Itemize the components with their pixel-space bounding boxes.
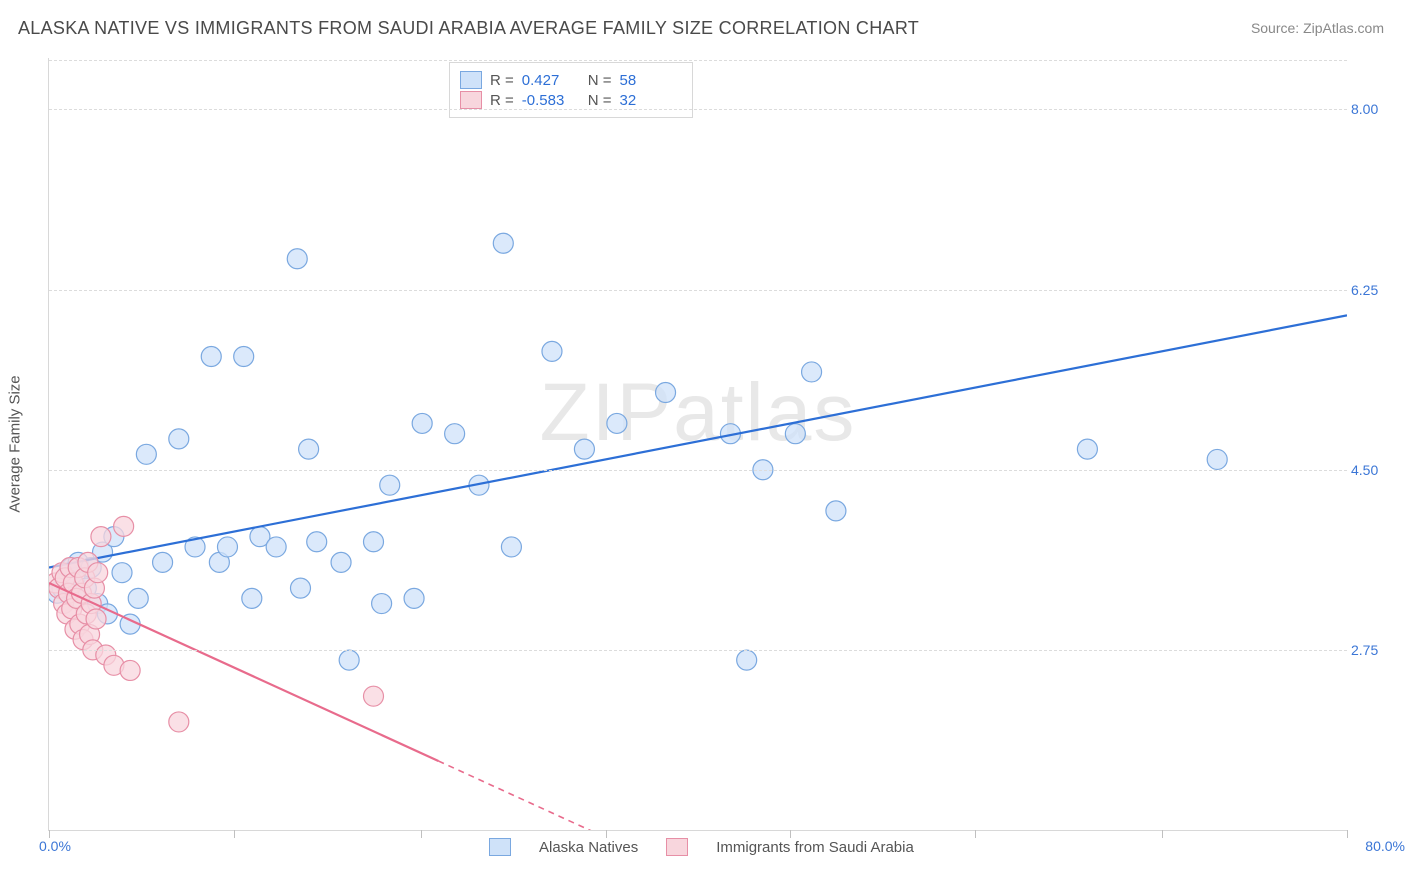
n-label: N = (588, 72, 612, 89)
legend-label-b: Immigrants from Saudi Arabia (716, 839, 914, 856)
y-tick-label: 4.50 (1351, 462, 1401, 478)
y-tick-label: 6.25 (1351, 282, 1401, 298)
r-label: R = (490, 92, 514, 109)
grid-line (49, 290, 1347, 291)
n-value-a: 58 (620, 72, 678, 89)
y-tick-label: 8.00 (1351, 101, 1401, 117)
x-axis-min-label: 0.0% (39, 838, 71, 854)
x-tick (234, 830, 235, 838)
x-tick (49, 830, 50, 838)
x-axis-max-label: 80.0% (1365, 838, 1405, 854)
legend-swatch-b (666, 838, 688, 856)
r-value-b: -0.583 (522, 92, 580, 109)
n-value-b: 32 (620, 92, 678, 109)
correlation-row: R = 0.427 N = 58 (460, 71, 678, 89)
source-label: Source: (1251, 20, 1303, 36)
r-value-a: 0.427 (522, 72, 580, 89)
swatch-series-a (460, 71, 482, 89)
correlation-row: R = -0.583 N = 32 (460, 91, 678, 109)
grid-line (49, 109, 1347, 110)
watermark: ZIPatlas (540, 366, 857, 460)
x-tick (1347, 830, 1348, 838)
grid-line (49, 650, 1347, 651)
x-tick (975, 830, 976, 838)
chart-svg (49, 58, 1347, 830)
y-tick-label: 2.75 (1351, 642, 1401, 658)
legend-swatch-a (489, 838, 511, 856)
plot-area: ZIPatlas Average Family Size 0.0% 80.0% … (48, 58, 1347, 831)
source-attribution: Source: ZipAtlas.com (1251, 20, 1384, 36)
source-name: ZipAtlas.com (1303, 20, 1384, 36)
x-tick (1162, 830, 1163, 838)
grid-line (49, 470, 1347, 471)
legend-label-a: Alaska Natives (539, 839, 638, 856)
grid-line (49, 60, 1347, 61)
chart-title: ALASKA NATIVE VS IMMIGRANTS FROM SAUDI A… (18, 18, 919, 39)
bottom-legend: Alaska Natives Immigrants from Saudi Ara… (489, 838, 914, 856)
x-tick (606, 830, 607, 838)
n-label: N = (588, 92, 612, 109)
y-axis-label: Average Family Size (7, 375, 24, 512)
r-label: R = (490, 72, 514, 89)
x-tick (790, 830, 791, 838)
x-tick (421, 830, 422, 838)
swatch-series-b (460, 91, 482, 109)
